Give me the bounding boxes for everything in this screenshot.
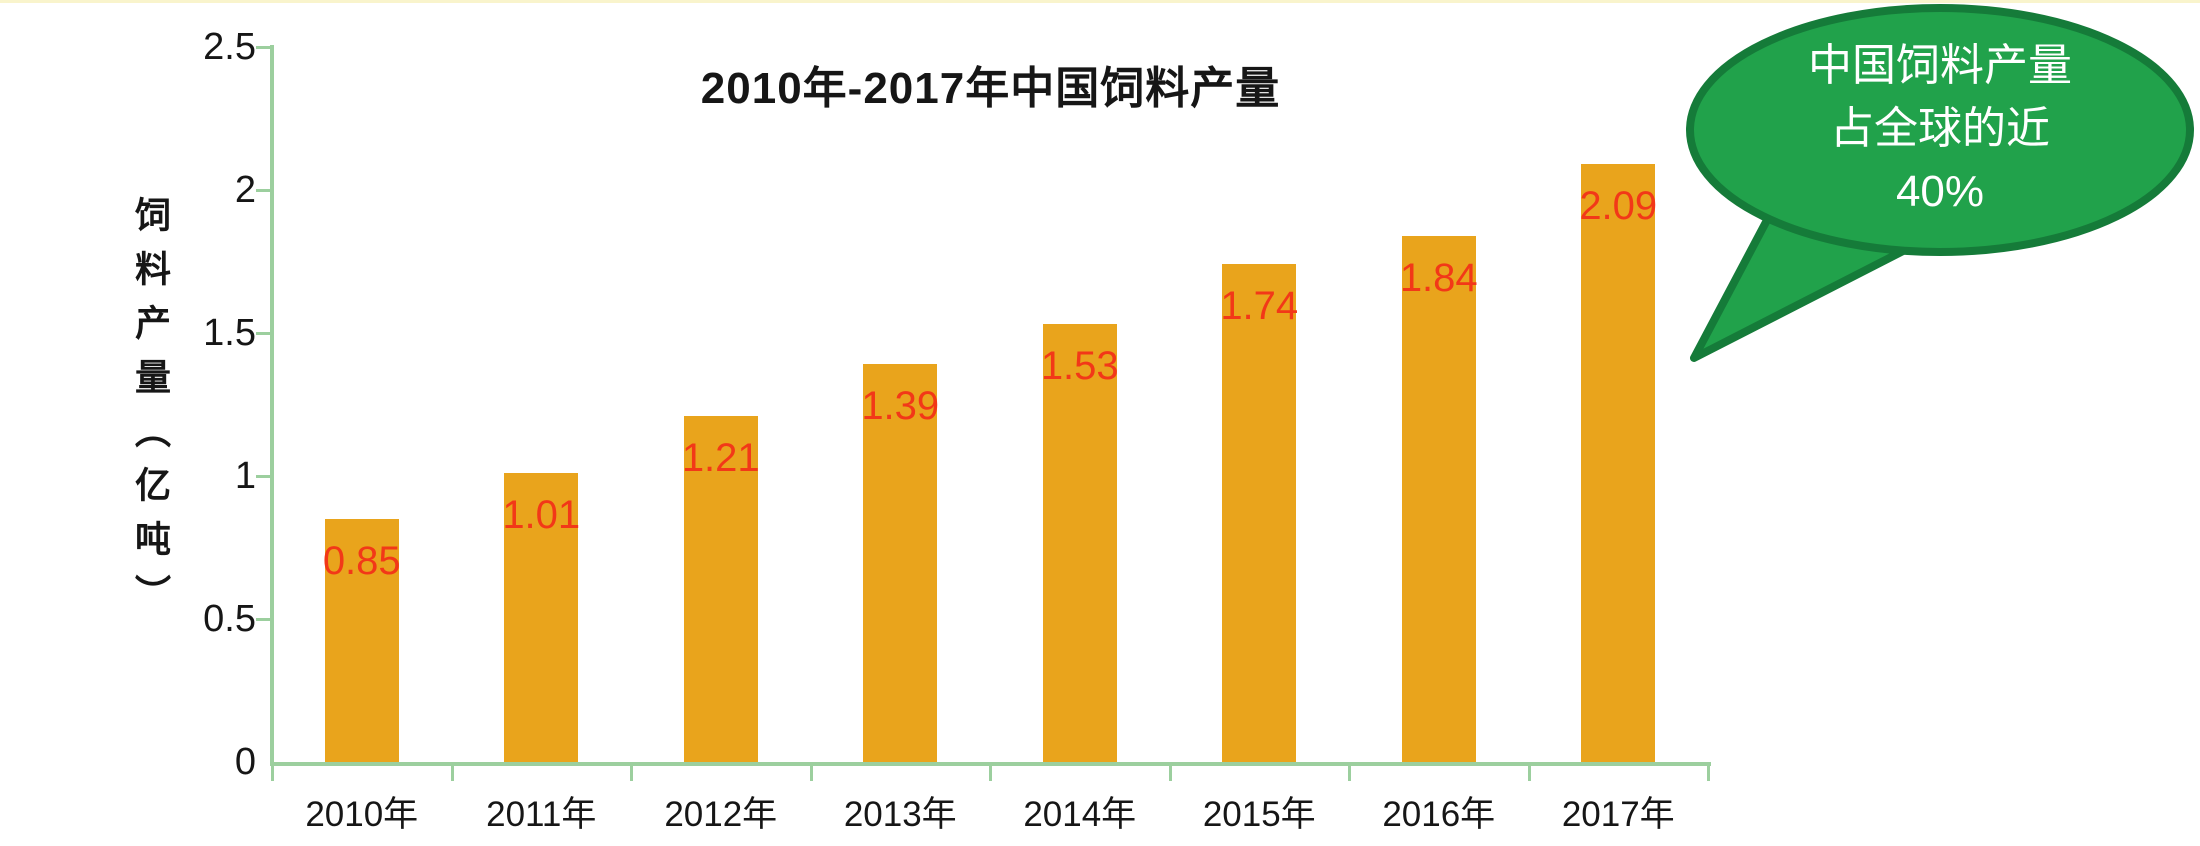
callout-ellipse-outline [1686,4,2194,256]
x-tick-label: 2013年 [843,795,957,834]
callout-text: 中国饲料产量 占全球的近 40% [1690,34,2190,223]
x-tick-mark [1168,764,1172,781]
chart-title: 2010年-2017年中国饲料产量 [700,64,1281,113]
x-tick-mark [271,764,274,781]
slide-top-border [0,0,2200,3]
y-tick-label: 0.5 [203,598,256,640]
x-tick-label: 2010年 [305,795,419,834]
callout-bubble [1686,4,2194,362]
y-tick-label: 0 [234,741,256,783]
x-tick-mark [630,764,633,781]
bar [863,364,938,762]
bar [324,518,399,762]
x-tick-label: 2017年 [1561,795,1675,834]
bar-value-label: 1.39 [861,384,940,429]
bar-value-label: 1.01 [502,493,581,538]
callout-text-line-1: 中国饲料产量 [1808,41,2072,90]
bar [683,415,758,762]
y-tick-label: 1 [234,455,256,497]
x-tick-label: 2016年 [1382,795,1496,834]
bar-value-label: 1.74 [1220,284,1299,329]
bar-value-label: 1.53 [1040,344,1119,389]
callout-text-line-3: 40% [1895,167,1985,216]
x-tick-label: 2015年 [1202,795,1316,834]
bar-value-label: 1.21 [681,435,760,480]
bar-value-label: 1.84 [1399,255,1478,300]
y-tick-mark [256,475,272,478]
bar [1222,264,1297,762]
callout-text-line-2: 占全球的近 [1830,104,2050,153]
x-tick-mark [1707,764,1710,781]
x-tick-mark [809,764,813,781]
y-axis-line [270,45,274,766]
bar [1042,324,1117,762]
y-tick-mark [256,332,272,335]
x-tick-label: 2011年 [486,795,597,834]
y-tick-mark [256,618,272,621]
x-tick-label: 2012年 [664,795,778,834]
y-tick-mark [256,46,272,49]
x-tick-mark [1348,764,1351,781]
y-tick-label: 2.5 [203,26,256,68]
x-tick-mark [450,764,454,781]
bar [504,473,579,762]
x-tick-label: 2014年 [1023,795,1137,834]
callout-ellipse [1690,8,2190,252]
x-tick-mark [1527,764,1531,781]
bar-value-label: 2.09 [1579,184,1658,229]
bar-value-label: 0.85 [322,538,401,583]
x-tick-mark [989,764,992,781]
y-tick-label: 1.5 [203,312,256,354]
y-tick-label: 2 [234,169,256,211]
y-tick-mark [256,189,272,192]
y-axis-label: 饲料产量（亿吨） [130,196,171,628]
bar [1581,164,1656,762]
bar [1401,235,1476,762]
